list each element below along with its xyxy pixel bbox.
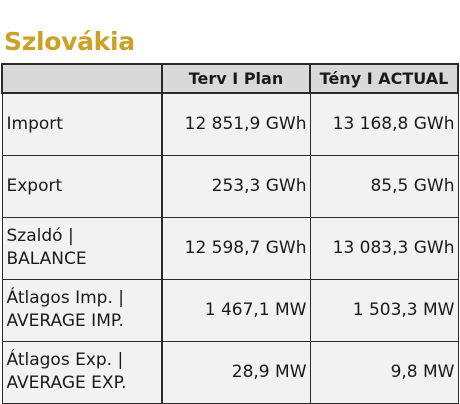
plan-value: 28,9 MW xyxy=(161,340,311,404)
row-label-line2: BALANCE xyxy=(6,249,87,269)
page-title: Szlovákia xyxy=(4,27,135,56)
row-label: Átlagos Imp. | AVERAGE IMP. xyxy=(1,278,163,342)
actual-value: 9,8 MW xyxy=(309,340,459,404)
actual-value: 1 503,3 MW xyxy=(309,278,459,342)
header-corner xyxy=(1,63,163,94)
plan-value: 12 598,7 GWh xyxy=(161,216,311,280)
plan-value: 1 467,1 MW xyxy=(161,278,311,342)
row-label-line1: Átlagos Exp. | xyxy=(6,350,124,370)
header-plan: Terv I Plan xyxy=(161,63,311,94)
actual-value: 85,5 GWh xyxy=(309,154,459,218)
table-row: Szaldó | BALANCE 12 598,7 GWh 13 083,3 G… xyxy=(1,216,459,280)
actual-value: 13 168,8 GWh xyxy=(309,92,459,156)
row-label: Export xyxy=(1,154,163,218)
row-label-line1: Átlagos Imp. | xyxy=(6,288,125,308)
actual-value: 13 083,3 GWh xyxy=(309,216,459,280)
table-header-row: Terv I Plan Tény I ACTUAL xyxy=(1,63,459,94)
row-label: Szaldó | BALANCE xyxy=(1,216,163,280)
row-label-line1: Import xyxy=(6,113,63,134)
row-label-line1: Export xyxy=(6,175,63,196)
row-label: Átlagos Exp. | AVERAGE EXP. xyxy=(1,340,163,404)
table-row: Átlagos Imp. | AVERAGE IMP. 1 467,1 MW 1… xyxy=(1,278,459,342)
row-label-line2: AVERAGE IMP. xyxy=(6,311,124,331)
row-label: Import xyxy=(1,92,163,156)
plan-value: 253,3 GWh xyxy=(161,154,311,218)
header-actual: Tény I ACTUAL xyxy=(309,63,459,94)
energy-table: Terv I Plan Tény I ACTUAL Import 12 851,… xyxy=(1,63,459,404)
table-row: Átlagos Exp. | AVERAGE EXP. 28,9 MW 9,8 … xyxy=(1,340,459,404)
plan-value: 12 851,9 GWh xyxy=(161,92,311,156)
row-label-line2: AVERAGE EXP. xyxy=(6,373,127,393)
row-label-line1: Szaldó | xyxy=(6,226,74,246)
table-row: Export 253,3 GWh 85,5 GWh xyxy=(1,154,459,218)
table-row: Import 12 851,9 GWh 13 168,8 GWh xyxy=(1,92,459,156)
